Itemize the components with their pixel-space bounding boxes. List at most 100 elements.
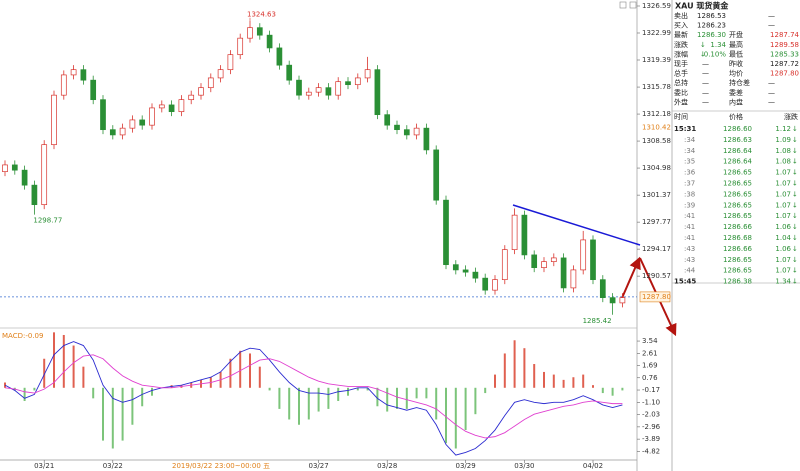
trade-price: 1286.64 (723, 147, 752, 155)
trade-price: 1286.65 (723, 190, 752, 198)
quote-value: — (768, 12, 775, 20)
candle-body (403, 129, 410, 136)
cursor-time: 2019/03/22 23:00~00:00 五 (172, 462, 270, 470)
trade-change: 1.06 (775, 223, 791, 231)
candle-body (521, 214, 528, 256)
quote-value: 1286.30 (697, 31, 726, 39)
trade-change: 1.07 (775, 212, 791, 220)
macd-tick-label: -4.82 (642, 447, 660, 455)
quote-label: 均价 (729, 69, 743, 78)
candle-body (315, 87, 322, 93)
trade-price: 1286.63 (723, 136, 752, 144)
down-icon: ↓ (792, 169, 798, 177)
candle-body (168, 104, 175, 113)
candle-body (276, 47, 283, 66)
candle-body (296, 79, 302, 96)
trade-change: 1.07 (775, 256, 791, 264)
trade-price: 1286.65 (723, 267, 752, 275)
trade-price: 1286.65 (723, 169, 752, 177)
candle-body (394, 124, 400, 131)
macd-line (4, 354, 623, 439)
trade-time: :35 (684, 158, 695, 166)
quote-label: 委差 (729, 88, 743, 97)
high-label: 1324.63 (247, 11, 276, 19)
y-tick-label: 1326.59 (642, 2, 671, 10)
quote-label: 外盘 (674, 97, 688, 106)
trade-price: 1286.64 (723, 158, 752, 166)
quote-label: 昨收 (729, 59, 743, 68)
macd-tick-label: -0.17 (642, 386, 660, 394)
quote-value: — (702, 89, 709, 97)
candle-body (198, 87, 204, 96)
quote-value: — (768, 89, 775, 97)
down-icon: ↓ (792, 136, 798, 144)
candle-body (472, 271, 479, 279)
candle-body (550, 257, 557, 263)
candle-body (443, 199, 449, 266)
x-tick-label: 03/28 (377, 462, 397, 470)
arrow-up (621, 256, 641, 299)
trade-change: 1.04 (775, 234, 791, 242)
trade-time: :41 (684, 234, 695, 242)
macd-tick-label: -3.89 (642, 435, 660, 443)
candle-body (51, 94, 57, 146)
trade-price: 1286.65 (723, 212, 752, 220)
candle-body (619, 297, 626, 304)
down-icon: ↓ (792, 201, 798, 209)
y-tick-label: 1290.57 (642, 272, 671, 280)
candle-body (345, 81, 351, 86)
trade-time: :38 (684, 190, 695, 198)
trend-line (512, 204, 641, 246)
trade-change: 1.07 (775, 190, 791, 198)
low-label: 1285.42 (583, 317, 612, 325)
candle-body (41, 144, 48, 206)
candle-body (129, 119, 136, 129)
y-tick-label: 1315.78 (642, 83, 671, 91)
candle-body (531, 254, 538, 269)
x-tick-label: 03/29 (456, 462, 476, 470)
down-icon: ↓ (792, 278, 798, 286)
down-icon: ↓ (700, 41, 706, 49)
quote-label: 涨幅 (674, 49, 688, 58)
trade-time: :43 (684, 245, 695, 253)
quote-value: — (702, 98, 709, 106)
x-tick-label: 03/21 (34, 462, 54, 470)
macd-tick-label: -2.96 (642, 423, 661, 431)
candle-body (335, 81, 342, 96)
trades-header: 时间 (674, 112, 688, 121)
trade-change: 1.08 (775, 158, 791, 166)
quote-label: 现手 (674, 59, 688, 68)
macd-tick-label: -2.03 (642, 411, 660, 419)
quote-value: 1.34 (710, 41, 726, 49)
quote-value: 1287.74 (770, 31, 799, 39)
price-box (639, 291, 671, 303)
quote-label: 持仓差 (729, 78, 750, 87)
candle-body (217, 69, 224, 79)
window-icon[interactable] (619, 1, 627, 9)
axis-marker: 1310.42 (642, 123, 671, 131)
trade-change: 1.06 (775, 245, 791, 253)
quote-value: 1289.58 (770, 41, 799, 49)
candle-body (266, 34, 273, 49)
candle-body (109, 129, 116, 136)
candle-body (501, 249, 508, 281)
trade-time: :44 (684, 267, 696, 275)
quote-label: 最新 (674, 30, 688, 39)
candle-body (80, 69, 87, 81)
macd-tick-label: 3.54 (642, 337, 658, 345)
quote-value: 1285.33 (770, 50, 799, 58)
quote-value: 1287.72 (770, 60, 799, 68)
candle-body (570, 269, 577, 289)
trade-time: :43 (684, 256, 695, 264)
candle-body (227, 54, 234, 71)
trade-price: 1286.65 (723, 201, 752, 209)
trade-time: :39 (684, 201, 695, 209)
candle-body (580, 239, 587, 271)
quote-label: 总手 (674, 69, 688, 78)
trades-header: 价格 (729, 112, 743, 121)
trade-change: 1.07 (775, 267, 791, 275)
close-icon[interactable] (629, 1, 637, 9)
macd-line (4, 341, 623, 456)
candle-body (511, 214, 518, 251)
